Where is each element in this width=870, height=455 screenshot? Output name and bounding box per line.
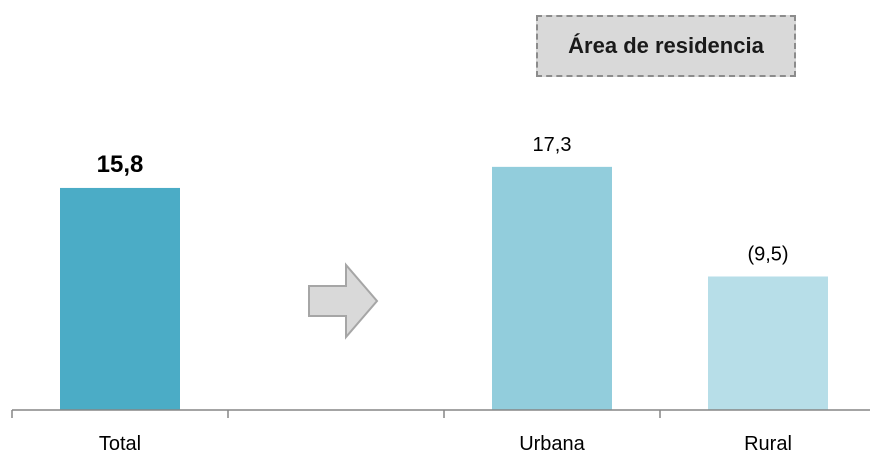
group-label-box: Área de residencia [536,15,796,77]
x-tick-label: Urbana [519,433,585,455]
bar-total [60,187,180,410]
arrow-right-icon [308,262,379,340]
x-tick-label: Rural [744,433,792,455]
bars-group [60,166,828,410]
x-tick-labels-group: Total Urbana Rural [99,433,792,455]
data-labels-group: 15,8 17,3 (9,5) [97,134,789,266]
bar-rural [708,276,828,410]
x-axis [11,409,870,418]
arrow-shape [308,262,379,340]
data-label: 17,3 [533,134,572,156]
x-tick-label: Total [99,433,141,455]
group-label-text: Área de residencia [568,33,764,58]
data-label: 15,8 [97,151,144,178]
data-label: (9,5) [747,243,788,265]
bar-urbana [492,166,612,410]
